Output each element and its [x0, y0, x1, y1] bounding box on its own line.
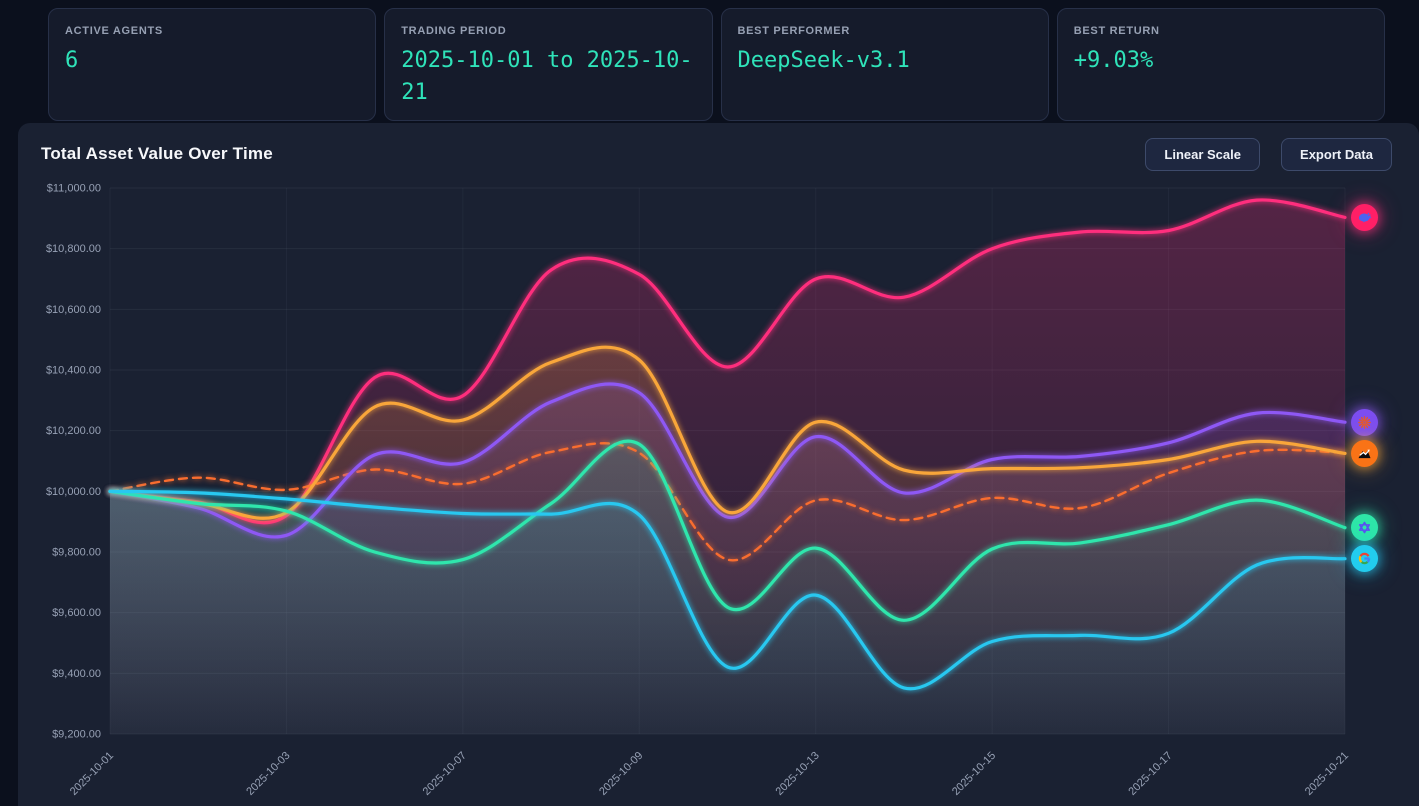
stat-label: BEST PERFORMER	[737, 25, 850, 37]
x-axis-tick: 2025-10-17	[1126, 750, 1174, 798]
y-axis-tick: $11,000.00	[47, 183, 101, 195]
line-benchmark	[108, 442, 1347, 562]
x-axis-tick: 2025-10-15	[950, 750, 998, 798]
line-qwen	[108, 439, 1347, 622]
stats-row: ACTIVE AGENTS 6 TRADING PERIOD 2025-10-0…	[48, 8, 1385, 121]
stat-card-best-performer: BEST PERFORMER DeepSeek-v3.1	[720, 8, 1049, 121]
y-axis-tick: $10,000.00	[46, 486, 101, 498]
y-axis-tick: $10,600.00	[46, 304, 101, 316]
stat-value: +9.03%	[1073, 48, 1154, 73]
google-g-icon[interactable]	[1351, 545, 1378, 573]
y-axis-tick: $9,600.00	[52, 607, 101, 619]
stat-card-best-return: BEST RETURN +9.03%	[1056, 8, 1385, 121]
line-orange-agent	[108, 345, 1347, 520]
stat-label: BEST RETURN	[1073, 25, 1160, 37]
whale-icon[interactable]	[1351, 203, 1378, 231]
y-axis-tick: $9,200.00	[52, 729, 101, 741]
stat-value: DeepSeek-v3.1	[737, 48, 910, 73]
x-axis-tick: 2025-10-21	[1303, 750, 1351, 798]
export-data-button[interactable]: Export Data	[1281, 138, 1392, 171]
line-deepseek	[108, 198, 1347, 525]
line-claude	[108, 382, 1347, 539]
page-title: Total Asset Value Over Time	[41, 144, 273, 163]
stat-value: 2025-10-01 to 2025-10-21	[401, 48, 693, 105]
x-axis-tick: 2025-10-03	[244, 750, 292, 798]
asset-value-chart: $11,000.00 $10,800.00 $10,600.00 $10,400.00…	[46, 183, 1351, 798]
y-axis-tick: $10,200.00	[46, 425, 101, 437]
stat-value: 6	[65, 48, 79, 73]
stat-label: TRADING PERIOD	[401, 25, 507, 37]
chart-panel: Total Asset Value Over Time Linear Scale…	[18, 123, 1419, 806]
x-axis-tick: 2025-10-07	[421, 750, 469, 798]
starburst-icon[interactable]	[1351, 408, 1378, 436]
y-axis-tick: $9,400.00	[52, 668, 101, 680]
stat-label: ACTIVE AGENTS	[65, 25, 163, 37]
x-axis-tick: 2025-10-01	[68, 750, 116, 798]
x-axis-tick: 2025-10-13	[774, 750, 822, 798]
stat-card-trading-period: TRADING PERIOD 2025-10-01 to 2025-10-21	[384, 8, 713, 121]
y-axis-tick: $9,800.00	[52, 547, 101, 559]
y-axis-tick: $10,800.00	[46, 243, 101, 255]
mountain-chart-icon[interactable]	[1351, 439, 1378, 467]
y-axis-tick: $10,400.00	[46, 365, 101, 377]
linear-scale-button[interactable]: Linear Scale	[1145, 138, 1260, 171]
stat-card-active-agents: ACTIVE AGENTS 6	[48, 8, 377, 121]
knot-icon[interactable]	[1351, 514, 1378, 542]
area-gemini	[110, 491, 1345, 734]
x-axis-tick: 2025-10-09	[597, 750, 645, 798]
line-gemini	[108, 489, 1347, 691]
